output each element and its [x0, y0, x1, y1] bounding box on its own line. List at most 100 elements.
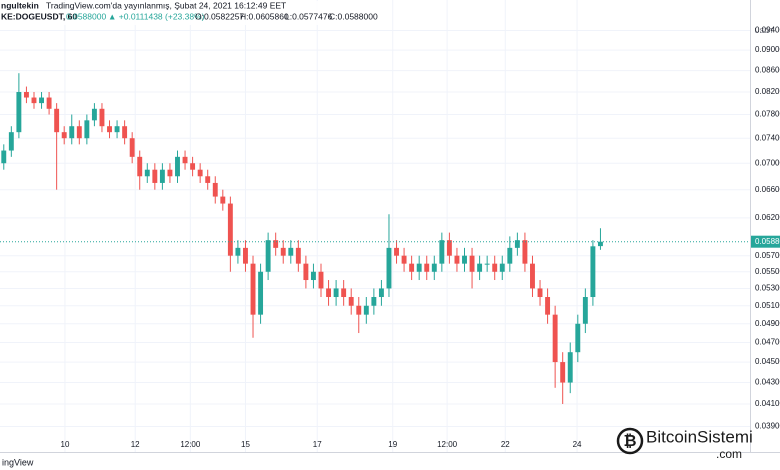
candle-body — [250, 263, 256, 315]
y-tick-label: 0.0510000 — [755, 301, 780, 310]
candle-body — [91, 108, 97, 121]
candle-body — [394, 247, 399, 256]
last-price-label: 0.0588000 — [755, 237, 780, 246]
candle-body — [310, 271, 316, 281]
candle-body — [378, 288, 384, 298]
candle-body — [54, 108, 60, 133]
candle-body — [84, 120, 90, 139]
watermark-logo-b: ₿ — [623, 432, 636, 450]
candle-body — [530, 263, 535, 289]
published: TradingView.com'da yayınlanmış, Şubat 24… — [46, 0, 286, 10]
candle-body — [243, 247, 248, 264]
candle-body — [567, 352, 573, 383]
candle-body — [182, 156, 188, 164]
y-tick-label: 0.0940000 — [755, 26, 780, 35]
candle-body — [492, 263, 498, 272]
header-bg — [0, 1, 360, 25]
candle-body — [31, 97, 37, 104]
last: 0.0588000 — [66, 11, 106, 21]
candle-body — [499, 263, 505, 272]
candle-body — [356, 305, 362, 315]
y-tick-label: 0.0700000 — [755, 158, 780, 167]
x-tick-label: 17 — [313, 440, 322, 449]
candles — [1, 73, 603, 404]
candle-body — [514, 240, 520, 248]
y-tick-label: 0.0860000 — [755, 66, 780, 75]
y-tick-label: 0.0620000 — [755, 213, 780, 222]
candle-body — [212, 182, 218, 197]
candle-body — [258, 271, 264, 315]
y-tick-label: 0.0470000 — [755, 338, 780, 347]
x-tick-label: 12:00 — [180, 440, 201, 449]
candle-body — [265, 240, 271, 272]
candle-body — [303, 263, 309, 281]
ohlc-close: C:0.0588000 — [329, 11, 378, 21]
candle-body — [582, 297, 588, 324]
publisher: ngultekin — [1, 0, 39, 10]
candle-body — [348, 297, 354, 306]
x-tick-label: 22 — [501, 440, 510, 449]
candle-body — [61, 132, 67, 139]
candle-body — [76, 126, 82, 139]
candle-body — [107, 126, 112, 133]
candle-body — [590, 246, 596, 298]
y-tick-label: 0.0530000 — [755, 284, 780, 293]
y-tick-label: 0.0430000 — [755, 378, 780, 387]
candle-body — [469, 255, 475, 272]
candle-body — [197, 169, 203, 177]
candle-body — [462, 255, 467, 264]
watermark-logo — [616, 427, 644, 455]
x-tick-label: 15 — [241, 440, 250, 449]
candle-body — [167, 169, 173, 177]
candle-body — [23, 92, 29, 98]
candle-body — [446, 240, 452, 256]
x-tick-label: 19 — [388, 440, 397, 449]
y-tick-label: 0.0550000 — [755, 267, 780, 276]
candle-body — [280, 247, 286, 256]
ohlc-low: L:0.0577476 — [285, 11, 333, 21]
candle-body — [39, 97, 44, 104]
candle-body — [137, 156, 143, 177]
ohlc-high: H:0.0605860 — [240, 11, 289, 21]
ohlc-open: O:0.0582257 — [195, 11, 244, 21]
candle-body — [122, 126, 128, 139]
candle-body — [114, 126, 120, 133]
watermark-name: BitcoinSistemi — [646, 427, 753, 446]
candle-body — [341, 288, 347, 298]
candle-body — [597, 241, 603, 247]
y-tick-label: 0.0820000 — [755, 87, 780, 96]
candle-body — [326, 288, 332, 298]
x-tick-label: 24 — [573, 440, 582, 449]
candle-body — [454, 255, 460, 264]
candle-body — [401, 255, 407, 264]
candle-body — [144, 169, 150, 177]
change: ▲ +0.0111438 (+23.38%) — [108, 11, 205, 21]
candle-body — [1, 150, 7, 164]
candle-body — [288, 247, 294, 256]
y-tick-label: 0.0410000 — [755, 399, 780, 408]
watermark: ₿ BitcoinSistemi .com — [616, 427, 753, 461]
candle-body — [220, 196, 226, 204]
candle-body — [318, 271, 324, 289]
candle-body — [484, 263, 490, 265]
candle-body — [439, 240, 445, 264]
candle-body — [416, 263, 422, 272]
candle-body — [560, 362, 566, 383]
candle-body — [152, 169, 158, 183]
y-tick-label: 0.0660000 — [755, 185, 780, 194]
candle-body — [386, 247, 392, 289]
candle-body — [273, 240, 279, 248]
candle-body — [552, 314, 558, 363]
grid — [0, 0, 750, 452]
candle-body — [205, 176, 211, 183]
y-tick-label: 0.0780000 — [755, 110, 780, 119]
candle-body — [175, 156, 180, 177]
candle-body — [333, 288, 339, 298]
x-tick-label: 10 — [61, 440, 70, 449]
candle-body — [371, 297, 377, 306]
currency: USDT — [754, 28, 774, 35]
footer — [0, 456, 780, 470]
y-tick-label: 0.0450000 — [755, 357, 780, 366]
